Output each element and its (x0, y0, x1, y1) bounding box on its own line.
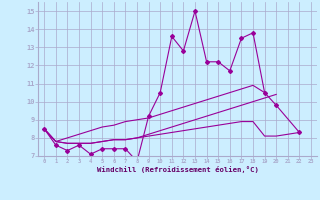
X-axis label: Windchill (Refroidissement éolien,°C): Windchill (Refroidissement éolien,°C) (97, 166, 259, 173)
